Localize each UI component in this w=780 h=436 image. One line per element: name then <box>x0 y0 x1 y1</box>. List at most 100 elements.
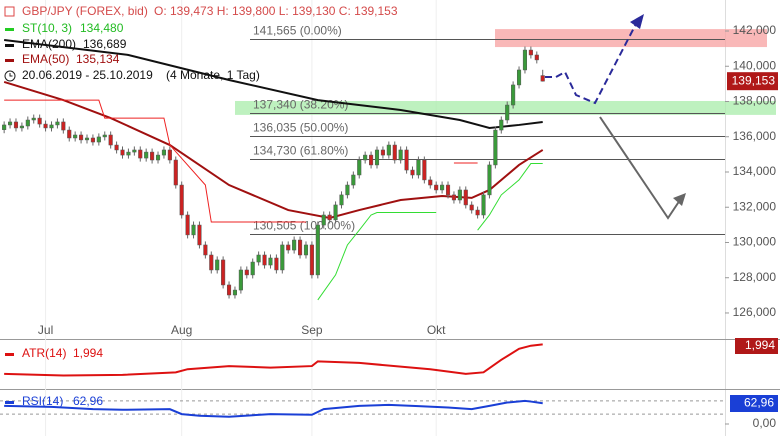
candle-body <box>256 254 261 263</box>
candle-body <box>19 125 24 129</box>
candle-body <box>138 149 143 159</box>
fib-label: 136,035 (50.00%) <box>253 121 348 135</box>
candle-body <box>511 84 516 106</box>
y-tick-label: 134,000 <box>733 164 777 178</box>
candle-body <box>132 149 137 153</box>
price-label: 139,153 <box>732 73 776 87</box>
candle-body <box>540 75 545 82</box>
candle-body <box>292 239 297 251</box>
candle-body <box>215 259 220 271</box>
indicator-line <box>4 99 306 223</box>
candle-body <box>398 149 403 161</box>
legend-ema200: EMA(200) <box>22 37 76 51</box>
candle-body <box>534 54 539 61</box>
fib-label: 130,505 (100.00%) <box>253 219 355 233</box>
candle-body <box>73 134 78 139</box>
candle-body <box>167 149 172 161</box>
candle-body <box>55 121 60 126</box>
legend-swatch <box>5 353 14 356</box>
candle-body <box>428 179 433 186</box>
candle-body <box>339 194 344 206</box>
candle-body <box>309 244 314 276</box>
candle-body <box>43 123 48 129</box>
candle-body <box>345 184 350 196</box>
candle-body <box>161 149 166 156</box>
candle-body <box>475 209 480 216</box>
candle-body <box>463 189 468 206</box>
candle-body <box>499 119 504 131</box>
candle-body <box>61 121 66 131</box>
arrowhead <box>630 14 644 29</box>
candle-body <box>67 129 72 139</box>
candle-body <box>221 259 226 286</box>
candle-body <box>244 269 249 276</box>
atr-box <box>735 338 778 354</box>
candle-body <box>173 159 178 186</box>
rsi-box <box>730 395 778 412</box>
rsi-value: 62,96 <box>73 394 103 408</box>
candle-body <box>49 124 54 129</box>
candle-body <box>404 149 409 171</box>
indicator-line <box>317 212 437 301</box>
legend-swatch <box>5 401 14 404</box>
candle-body <box>315 224 320 276</box>
candle-body <box>374 149 380 166</box>
arrowhead <box>673 193 686 206</box>
fib-label: 134,730 (61.80%) <box>253 144 348 158</box>
rsi-line <box>4 399 543 418</box>
rsi-label: RSI(14) <box>22 394 63 408</box>
zone <box>495 29 767 48</box>
candle-body <box>386 144 391 156</box>
candle-body <box>380 149 385 156</box>
candle-body <box>108 134 113 146</box>
candle-body <box>90 137 95 143</box>
candle-body <box>303 244 309 256</box>
candle-body <box>8 121 13 126</box>
y-tick-label: 0,00 <box>753 416 777 430</box>
candle-body <box>25 119 30 127</box>
candle-body <box>286 244 291 251</box>
candle-body <box>487 164 492 196</box>
candle-body <box>203 244 208 256</box>
candle-body <box>516 69 522 86</box>
candle-body <box>493 129 498 166</box>
candle-body <box>79 134 84 141</box>
candle-body <box>422 159 427 181</box>
candle-body <box>298 239 303 256</box>
indicator-line <box>3 80 544 220</box>
legend-ema200-value: 136,689 <box>83 37 127 51</box>
atr-value: 1,994 <box>73 346 103 360</box>
candle-body <box>144 151 149 159</box>
candle-body <box>250 261 255 276</box>
legend-st: ST(10, 3) <box>22 21 72 35</box>
candle-body <box>126 151 131 156</box>
indicator-line <box>477 163 543 231</box>
candle-body <box>262 254 267 266</box>
candle-body <box>321 214 326 226</box>
x-tick-label: Aug <box>171 323 192 337</box>
candle-body <box>150 151 155 161</box>
candle-body <box>232 289 238 296</box>
candle-body <box>434 184 439 191</box>
candle-body <box>155 154 161 161</box>
forecast-arrow <box>545 21 638 105</box>
atr-label: ATR(14) <box>22 346 66 360</box>
candle-body <box>197 224 202 246</box>
candle-body <box>369 154 374 166</box>
candle-body <box>457 189 462 201</box>
candle-body <box>37 117 42 125</box>
candle-body <box>114 144 119 151</box>
candle-body <box>451 194 456 201</box>
candle-body <box>102 134 107 138</box>
fib-label: 141,565 (0.00%) <box>253 24 342 38</box>
candle-body <box>238 269 243 291</box>
candle-body <box>96 136 101 143</box>
candle-body <box>185 214 190 236</box>
indicator-line <box>4 39 543 129</box>
legend-swatch <box>5 28 14 31</box>
candle-body <box>481 194 486 216</box>
legend-ema50-value: 135,134 <box>76 52 120 66</box>
y-tick-label: 126,000 <box>733 305 777 319</box>
candle-body <box>392 144 397 161</box>
candle-body <box>469 204 474 211</box>
